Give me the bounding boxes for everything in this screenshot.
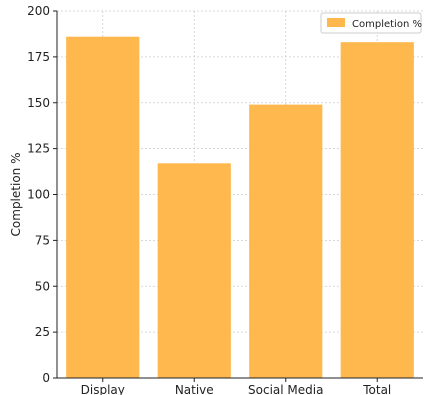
y-tick-label: 100 (27, 188, 50, 202)
legend-label: Completion % (352, 19, 422, 30)
bars (66, 36, 414, 379)
y-tick-label: 75 (35, 233, 50, 247)
x-tick-label: Display (81, 383, 125, 395)
legend-swatch (327, 18, 345, 27)
bar-display (66, 36, 140, 378)
y-axis-title: Completion % (9, 153, 23, 237)
y-tick-label: 200 (27, 4, 50, 18)
y-tick-label: 25 (35, 325, 50, 339)
x-tick-label: Social Media (248, 383, 323, 395)
y-tick-label: 150 (27, 96, 50, 110)
bar-social-media (249, 104, 323, 379)
y-tick-label: 0 (42, 371, 50, 385)
bar-native (157, 163, 231, 378)
y-tick-label: 175 (27, 50, 50, 64)
x-ticks: Display Native Social Media Total (81, 378, 391, 395)
x-tick-label: Total (362, 383, 391, 395)
y-tick-label: 125 (27, 142, 50, 156)
x-tick-label: Native (175, 383, 214, 395)
legend-frame (320, 12, 422, 34)
legend: Completion % (320, 12, 422, 34)
y-tick-label: 50 (35, 279, 50, 293)
y-ticks: 0 25 50 75 100 125 150 175 200 (27, 4, 57, 385)
bar-total (340, 42, 414, 378)
